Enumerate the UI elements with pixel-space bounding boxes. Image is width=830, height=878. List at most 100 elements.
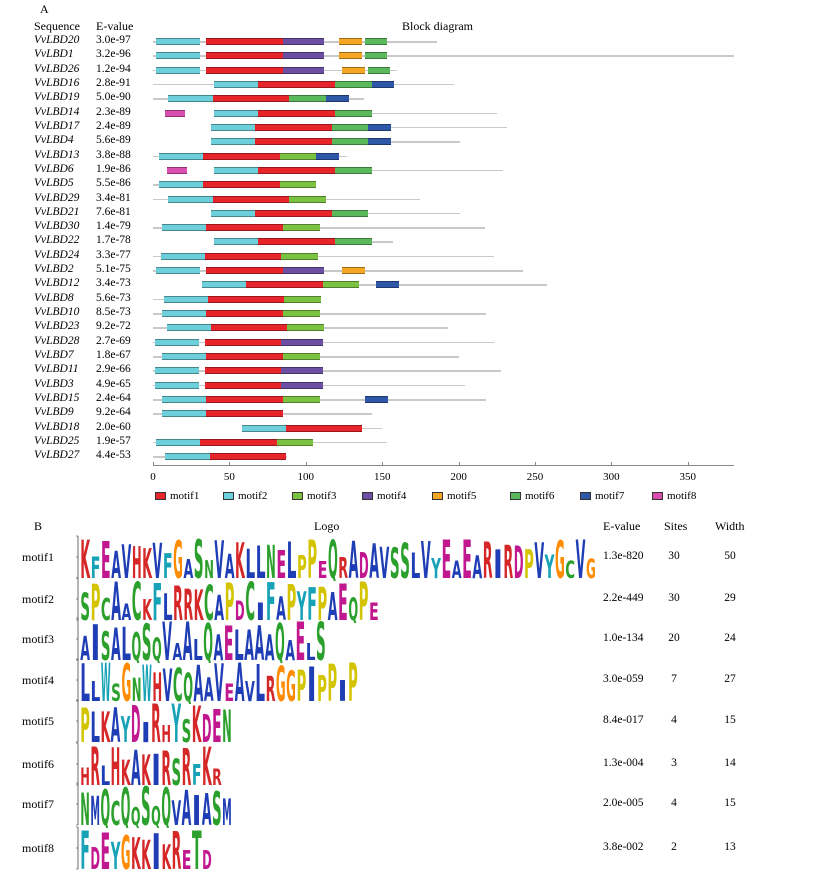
sequence-backbone-line [153,370,502,372]
logo-header: Logo [314,519,340,533]
logo-letter: E [101,535,111,581]
motif-sites: 3 [671,757,677,769]
motif5-block [339,52,363,60]
motif1-block [258,80,335,88]
sequence-evalue: 2.4e-89 [96,119,131,132]
motif2-block [156,438,201,446]
logo-letter: Y [120,710,130,745]
x-axis-tick [382,462,384,466]
motif5-block [342,66,366,74]
motif6-block [331,138,369,146]
motif2-block [166,324,212,332]
logo-letter: Q [152,632,162,663]
sequence-name: VvLBD1 [34,48,74,61]
sequence-evalue: 3.8e-88 [96,148,131,161]
motif4-block [282,267,325,275]
x-axis-tick-label: 0 [150,471,156,483]
logo-letter: K [142,593,153,623]
logo-letter: L [234,621,244,663]
logo-letter: R [151,699,161,745]
motif2-block [156,66,201,74]
logo-letter: S [194,535,204,581]
sequence-evalue: 1.9e-57 [96,434,131,447]
logo-letter: Q [121,782,131,828]
logo-letter: N [266,536,276,581]
logo-letter: V [152,535,162,581]
logo-letter: S [111,679,121,704]
sequence-name: VvLBD10 [34,306,80,319]
x-axis-tick-label: 150 [373,471,391,483]
logo-letter: D [235,596,245,623]
panel-a-label: A [40,2,49,16]
logo-letter: A [194,658,204,704]
logo-letter: A [349,535,359,581]
motif2-block [154,338,199,346]
logo-letter: G [276,658,286,704]
motif2-block [154,381,199,389]
logo-letter: D [202,707,212,745]
logo-letter: Q [131,802,141,828]
logo-letter: R [173,577,183,623]
x-axis-tick [458,462,460,466]
logo-letter: S [101,624,111,663]
logo-letter: I [151,746,161,788]
sequence-evalue: 1.8e-67 [96,349,131,362]
logo-letter: V [245,677,255,704]
logo-letter: P [91,577,101,623]
motif7-block [365,396,389,403]
logo-letter: H [80,763,90,788]
logo-letter: R [90,742,100,788]
sequence-name: VvLBD26 [34,62,80,75]
logo-letter: K [80,535,90,581]
sequence-name: VvLBD27 [34,449,80,462]
sequence-evalue: 4.9e-65 [96,377,131,390]
logo-letter: P [225,577,235,623]
logo-letter: S [142,617,152,663]
sequence-header: Sequence [34,19,80,33]
logo-letter: P [317,669,327,704]
legend-swatch [362,492,373,500]
motif6-block [365,52,387,60]
motif7-block [371,80,395,88]
logo-letter: E [212,700,222,745]
motif1-block [212,195,289,203]
logo-letter: E [224,679,234,704]
logo-letter: G [286,662,296,704]
motif1-block [203,181,280,189]
logo-letter: E [224,617,234,663]
motif2-block [162,310,207,318]
motif2-block [154,367,199,375]
motif7-block [368,138,392,146]
logo-letter: K [194,582,204,623]
logo-letter: E [101,826,111,872]
legend-item-motif3: motif3 [292,490,336,502]
motif4-block [282,38,325,45]
logo-letter: L [163,586,173,623]
sequence-name: VvLBD8 [34,291,74,304]
logo-letter: I [91,617,101,663]
logo-letter: A [111,620,121,663]
legend-swatch [580,492,591,500]
logo-letter: Q [275,617,285,663]
legend-item-motif4: motif4 [362,490,406,502]
legend-label: motif5 [447,490,477,502]
motif4-block [281,338,323,346]
sequence-evalue: 1.4e-79 [96,220,131,233]
logo-letter: K [161,838,171,872]
motif-row-name: motif8 [22,841,54,855]
logo-letter: E [338,577,348,623]
motif2-block [201,281,247,289]
x-axis-tick-label: 50 [223,471,235,483]
legend-item-motif6: motif6 [510,490,554,502]
logo-letter: K [235,535,245,581]
motif-evalue-header: E-value [603,519,641,533]
legend-item-motif5: motif5 [432,490,476,502]
motif-width: 27 [724,673,736,685]
logo-letter: S [141,782,151,828]
x-axis-tick-label: 300 [603,471,620,483]
legend-label: motif1 [170,490,200,502]
motif4-block [281,381,323,389]
logo-letter: L [193,634,203,663]
motif3-block [284,295,322,303]
